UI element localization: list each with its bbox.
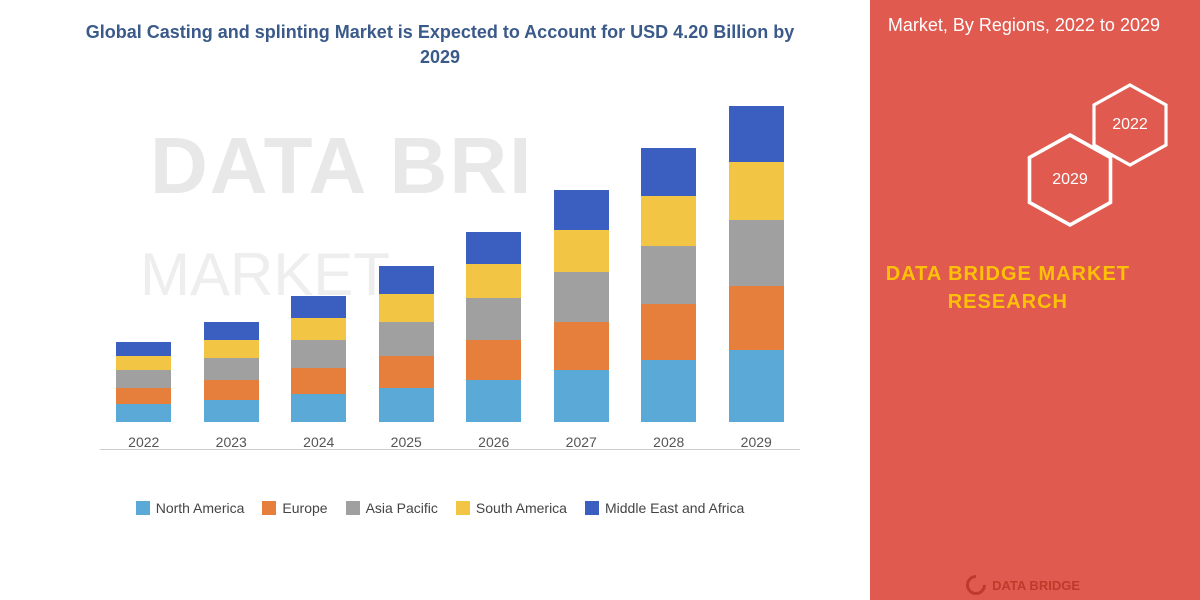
legend-label: Europe — [282, 500, 327, 516]
bar-segment — [466, 298, 521, 340]
bar-segment — [554, 370, 609, 422]
bar-segment — [204, 358, 259, 380]
bar-segment — [641, 196, 696, 246]
bar-group: 2024 — [284, 296, 354, 450]
footer-logo-icon — [962, 571, 990, 599]
bar-category-label: 2023 — [216, 434, 247, 450]
legend-swatch — [346, 501, 360, 515]
chart-area: Global Casting and splinting Market is E… — [0, 0, 820, 600]
bar-segment — [641, 148, 696, 196]
bar-segment — [554, 322, 609, 370]
chart-title: Global Casting and splinting Market is E… — [80, 20, 800, 70]
legend-label: North America — [156, 500, 245, 516]
bar-stack — [641, 148, 696, 422]
bar-segment — [379, 356, 434, 388]
bar-segment — [116, 388, 171, 404]
bar-segment — [729, 286, 784, 350]
bar-category-label: 2025 — [391, 434, 422, 450]
bar-segment — [641, 304, 696, 360]
bar-segment — [291, 340, 346, 368]
bars-row: 2022 2023 2024 2025 2026 2027 2028 2029 — [100, 130, 800, 450]
bar-segment — [116, 404, 171, 422]
brand-text: DATA BRIDGE MARKET RESEARCH — [886, 260, 1130, 316]
bar-segment — [729, 350, 784, 422]
bar-stack — [379, 266, 434, 422]
bar-category-label: 2024 — [303, 434, 334, 450]
bar-segment — [554, 272, 609, 322]
main-container: Global Casting and splinting Market is E… — [0, 0, 1200, 600]
bar-group: 2028 — [634, 148, 704, 450]
bar-segment — [204, 380, 259, 400]
legend-label: Asia Pacific — [366, 500, 438, 516]
bar-segment — [291, 368, 346, 394]
bar-segment — [554, 190, 609, 230]
hexagon-2022-label: 2022 — [1112, 116, 1148, 134]
bar-category-label: 2028 — [653, 434, 684, 450]
bar-segment — [116, 356, 171, 370]
bar-segment — [641, 246, 696, 304]
bar-category-label: 2029 — [741, 434, 772, 450]
legend-label: South America — [476, 500, 567, 516]
legend-item: Middle East and Africa — [585, 500, 744, 516]
bar-stack — [466, 232, 521, 422]
bar-group: 2023 — [196, 322, 266, 450]
bar-segment — [379, 388, 434, 422]
legend-item: North America — [136, 500, 245, 516]
bar-category-label: 2026 — [478, 434, 509, 450]
bar-segment — [729, 162, 784, 220]
legend-label: Middle East and Africa — [605, 500, 744, 516]
right-panel-title: Market, By Regions, 2022 to 2029 — [888, 15, 1160, 36]
bar-segment — [204, 340, 259, 358]
bar-group: 2025 — [371, 266, 441, 450]
legend-item: South America — [456, 500, 567, 516]
bar-segment — [641, 360, 696, 422]
bar-group: 2027 — [546, 190, 616, 450]
bar-group: 2026 — [459, 232, 529, 450]
bar-segment — [554, 230, 609, 272]
legend-swatch — [456, 501, 470, 515]
footer-brand-text: DATA BRIDGE — [992, 578, 1080, 593]
bar-stack — [204, 322, 259, 422]
bar-segment — [466, 380, 521, 422]
bar-stack — [554, 190, 609, 422]
bar-segment — [466, 264, 521, 298]
bar-group: 2029 — [721, 106, 791, 450]
bar-segment — [466, 232, 521, 264]
chart-plot: 2022 2023 2024 2025 2026 2027 2028 2029 — [100, 90, 800, 490]
bar-segment — [379, 294, 434, 322]
legend-swatch — [585, 501, 599, 515]
bar-category-label: 2022 — [128, 434, 159, 450]
bar-segment — [466, 340, 521, 380]
legend-swatch — [136, 501, 150, 515]
legend-item: Asia Pacific — [346, 500, 438, 516]
bar-segment — [729, 220, 784, 286]
bar-segment — [729, 106, 784, 162]
bar-segment — [204, 400, 259, 422]
bar-segment — [291, 296, 346, 318]
bar-segment — [116, 342, 171, 356]
bar-stack — [116, 342, 171, 422]
bar-segment — [116, 370, 171, 388]
footer-logo: DATA BRIDGE — [966, 575, 1080, 595]
bar-group: 2022 — [109, 342, 179, 450]
bar-segment — [379, 322, 434, 356]
brand-line2: RESEARCH — [948, 291, 1068, 313]
bar-stack — [291, 296, 346, 422]
bar-category-label: 2027 — [566, 434, 597, 450]
legend-item: Europe — [262, 500, 327, 516]
chart-legend: North America Europe Asia Pacific South Ame… — [80, 500, 800, 516]
brand-line1: DATA BRIDGE MARKET — [886, 263, 1130, 285]
bar-segment — [204, 322, 259, 340]
hexagon-2029: 2029 — [1025, 130, 1115, 230]
legend-swatch — [262, 501, 276, 515]
hexagon-2029-label: 2029 — [1052, 171, 1088, 189]
right-panel: Market, By Regions, 2022 to 2029 2022 20… — [820, 0, 1200, 600]
bar-stack — [729, 106, 784, 422]
bar-segment — [379, 266, 434, 294]
bar-segment — [291, 394, 346, 422]
bar-segment — [291, 318, 346, 340]
